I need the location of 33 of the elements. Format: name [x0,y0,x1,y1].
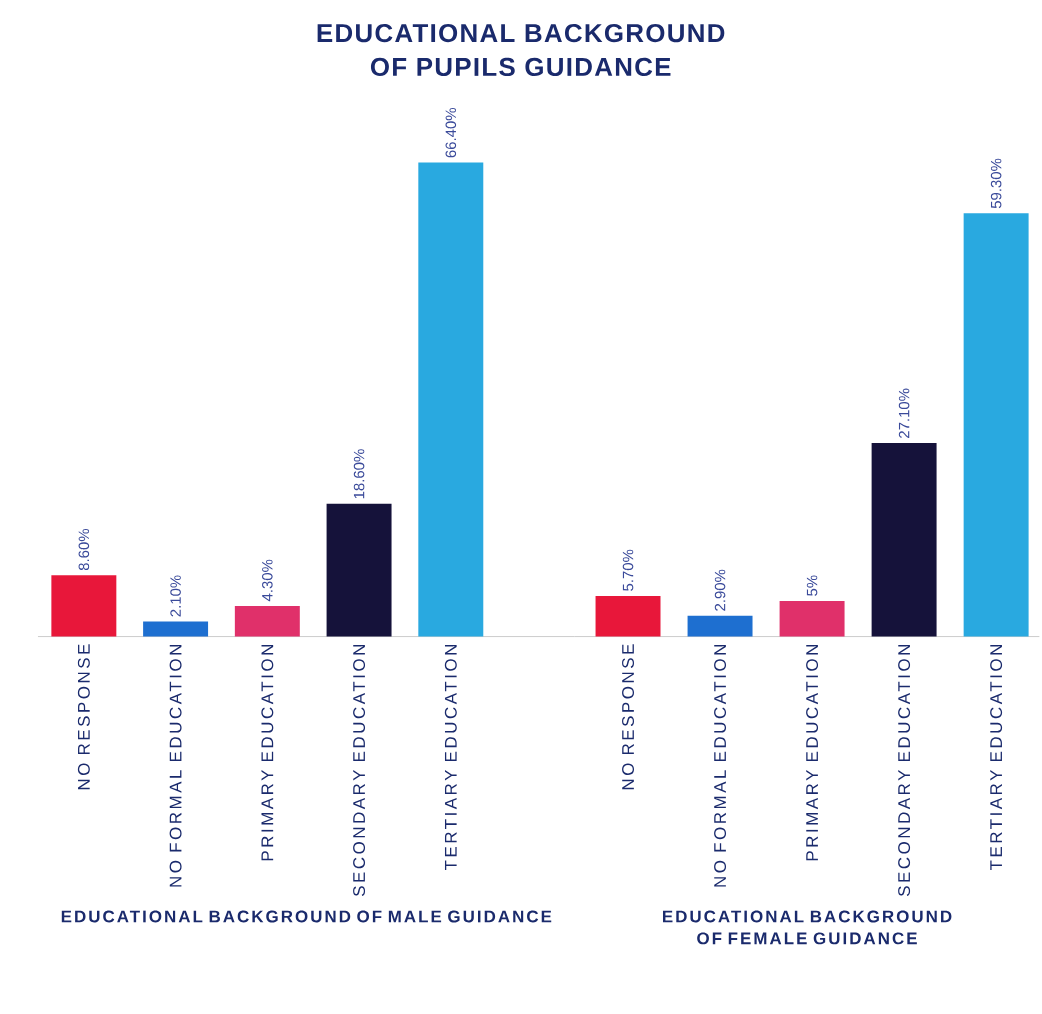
x-tick-label: PRIMARY EDUCATION [806,644,819,861]
x-tick-label: PRIMARY EDUCATION [261,644,274,861]
x-tick-label: NO FORMAL EDUCATION [169,644,182,887]
x-tick-label: NO RESPONSE [77,644,90,790]
bar [687,615,753,637]
x-tick-label: TERTIARY EDUCATION [990,644,1003,870]
x-tick-label: SECONDARY EDUCATION [353,644,366,896]
x-tick-label: SECONDARY EDUCATION [898,644,911,896]
data-label: 27.10% [898,388,910,438]
x-axis-title: EDUCATIONAL BACKGROUND OF MALE GUIDANCE [61,910,552,923]
x-tick-label: NO FORMAL EDUCATION [714,644,727,887]
x-tick-label: NO RESPONSE [622,644,635,790]
data-label: 4.30% [262,559,273,601]
bar [234,605,300,637]
data-label: 18.60% [353,449,365,499]
bar [595,595,661,637]
data-label: 2.90% [714,569,726,611]
bar [51,575,117,637]
chart-title: EDUCATIONAL BACKGROUND OF PUPILS GUIDANCE [317,23,725,76]
bar [418,162,484,637]
bar [143,621,209,637]
data-label: 5.70% [622,549,634,591]
data-label: 66.40% [445,107,457,158]
bar [326,503,392,637]
bar [963,213,1029,637]
x-axis-title: EDUCATIONAL BACKGROUND OF FEMALE GUIDANCE [663,910,952,945]
data-label: 5% [806,575,818,596]
bar [871,442,937,637]
data-label: 59.30% [990,158,1002,209]
data-label: 8.60% [78,528,90,570]
x-tick-label: TERTIARY EDUCATION [444,644,457,870]
data-label: 2.10% [170,575,181,617]
bar [779,600,845,637]
